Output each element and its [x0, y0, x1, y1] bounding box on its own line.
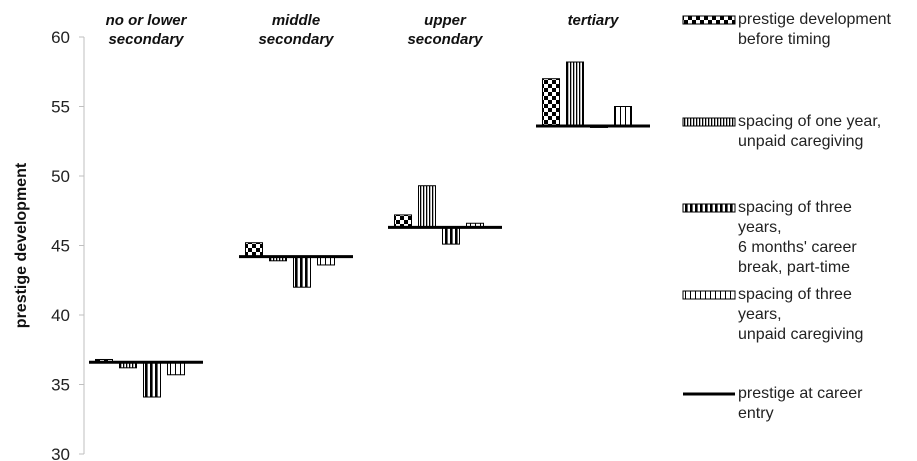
legend-item-1: prestige development before timing	[682, 11, 892, 48]
bar-series-1-cat-2	[245, 242, 263, 258]
legend-item-5: prestige at career entry	[683, 385, 863, 422]
bar-series-2-cat-3	[418, 185, 436, 228]
legend-swatch	[682, 203, 736, 213]
bars	[95, 61, 632, 398]
baselines	[89, 124, 650, 364]
legend-swatch	[682, 15, 736, 25]
bar-series-4-cat-1	[167, 361, 185, 376]
bar-series-2-cat-4	[566, 61, 584, 127]
bar-series-1-cat-3	[394, 214, 412, 228]
bar-series-3-cat-3	[442, 226, 460, 245]
bar-series-3-cat-2	[293, 256, 311, 288]
legend-label: prestige at career entry	[738, 385, 863, 422]
legend-label: spacing of three years, unpaid caregiving	[738, 286, 863, 343]
y-tick-label: 55	[51, 98, 70, 117]
y-tick-label: 40	[51, 306, 70, 325]
category-label: upper secondary	[407, 12, 483, 48]
y-tick-label: 60	[51, 28, 70, 47]
legend-swatch	[682, 117, 736, 127]
legend-item-4: spacing of three years, unpaid caregiving	[682, 286, 863, 343]
bar-series-4-cat-4	[614, 106, 632, 127]
legend-item-3: spacing of three years, 6 months' career br…	[682, 199, 857, 276]
category-labels: no or lower secondary middle secondary upper…	[106, 12, 620, 48]
legend-label: spacing of one year, unpaid caregiving	[738, 113, 881, 150]
legend-item-2: spacing of one year, unpaid caregiving	[682, 113, 881, 150]
y-axis: 30 35 40 45 50 55 60 prestige development	[13, 28, 85, 461]
y-axis-title: prestige development	[13, 162, 30, 328]
legend-label: prestige development before timing	[738, 11, 892, 48]
bar-series-3-cat-1	[143, 361, 161, 398]
category-label: middle secondary	[258, 12, 334, 48]
legend-label: spacing of three years, 6 months' career br…	[738, 199, 857, 276]
category-label: tertiary	[568, 12, 620, 29]
legend: prestige development before timing spacing…	[682, 11, 892, 422]
y-tick-label: 30	[51, 445, 70, 461]
y-tick-label: 35	[51, 376, 70, 395]
category-label: no or lower secondary	[106, 12, 188, 48]
y-tick-label: 50	[51, 167, 70, 186]
legend-swatch	[682, 290, 736, 300]
y-tick-label: 45	[51, 237, 70, 256]
bar-series-1-cat-4	[542, 78, 560, 127]
